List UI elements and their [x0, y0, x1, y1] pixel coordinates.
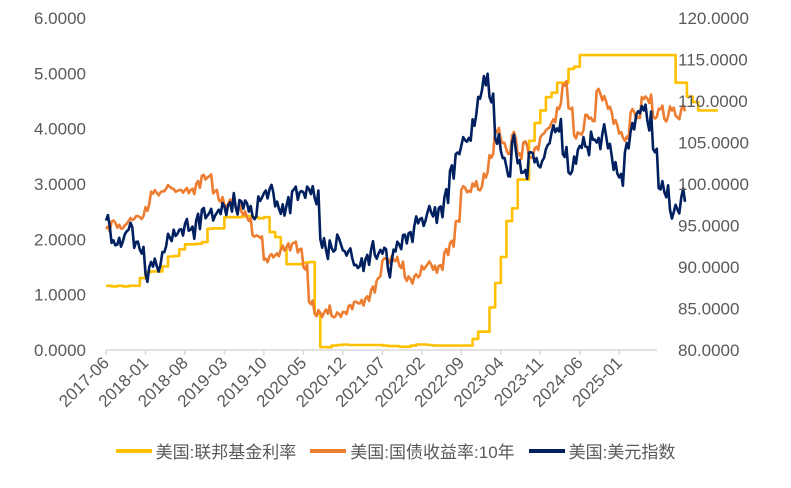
- series-line-1: [104, 79, 687, 319]
- legend-label: 美国:美元指数: [568, 443, 676, 462]
- legend-label: 美国:联邦基金利率: [155, 443, 297, 462]
- legend-swatch: [528, 448, 565, 453]
- y-left-tick-label: 2.0000: [34, 230, 86, 249]
- legend-item-dollar-index: 美国:美元指数: [528, 438, 676, 463]
- legend-swatch: [115, 448, 152, 453]
- chart: 2017-062018-012018-082019-032019-102020-…: [34, 9, 749, 411]
- series-line-0: [106, 53, 718, 349]
- y-right-tick-label: 120.0000: [678, 9, 749, 28]
- legend-label: 美国:国债收益率:10年: [350, 443, 515, 462]
- legend-item-10y-yield: 美国:国债收益率:10年: [310, 438, 515, 463]
- y-right-tick-label: 85.0000: [678, 300, 739, 319]
- legend-item-fed-funds-rate: 美国:联邦基金利率: [115, 438, 297, 463]
- axes: [105, 349, 657, 355]
- y-right-tick-label: 115.0000: [678, 51, 748, 70]
- y-right-tick-label: 105.0000: [678, 134, 749, 153]
- series-lines: [104, 53, 718, 349]
- y-right-tick-label: 95.0000: [678, 217, 739, 236]
- y-left-tick-label: 6.0000: [34, 9, 86, 28]
- y-left-tick-label: 4.0000: [34, 120, 86, 139]
- y-right-tick-label: 100.0000: [678, 175, 749, 194]
- y-left-tick-label: 1.0000: [34, 286, 86, 305]
- legend-swatch: [310, 448, 347, 453]
- y-right-tick-label: 110.0000: [678, 92, 748, 111]
- series-line-2: [104, 72, 687, 284]
- y-left-tick-label: 0.0000: [34, 341, 86, 360]
- legend: 美国:联邦基金利率 美国:国债收益率:10年 美国:美元指数: [0, 438, 791, 463]
- y-left-tick-label: 3.0000: [34, 175, 86, 194]
- y-right-tick-label: 90.0000: [678, 258, 739, 277]
- y-right-tick-label: 80.0000: [678, 341, 739, 360]
- y-left-tick-label: 5.0000: [34, 64, 86, 83]
